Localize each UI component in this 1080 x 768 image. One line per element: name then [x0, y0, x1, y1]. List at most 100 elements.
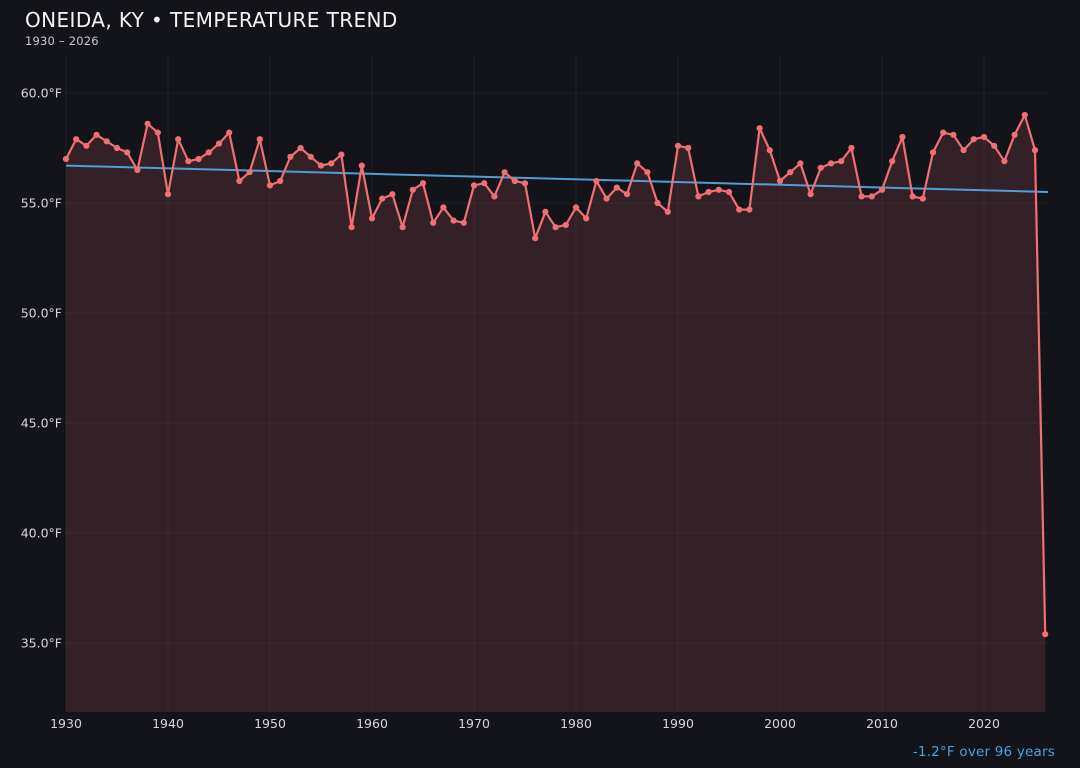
data-point: [552, 224, 559, 231]
data-point: [807, 191, 814, 198]
data-point: [175, 136, 182, 143]
data-point: [756, 125, 763, 132]
data-point: [205, 149, 212, 156]
chart-subtitle: 1930 – 2026: [25, 34, 99, 48]
data-point: [848, 144, 855, 152]
chart-header: ONEIDA, KY • TEMPERATURE TREND 1930 – 20…: [25, 8, 398, 48]
data-point: [664, 208, 671, 215]
data-point: [960, 147, 967, 154]
x-tick-label: 2000: [764, 716, 796, 731]
data-point: [338, 151, 345, 158]
y-tick-label: 35.0°F: [21, 636, 62, 651]
data-point: [562, 221, 569, 229]
data-point: [460, 219, 467, 226]
data-point: [623, 191, 631, 198]
y-tick-label: 45.0°F: [21, 416, 62, 431]
data-point: [501, 169, 508, 176]
data-point: [134, 166, 141, 174]
x-tick-label: 1980: [560, 716, 592, 731]
data-point: [817, 164, 824, 171]
data-point: [236, 177, 243, 185]
data-point: [470, 182, 478, 189]
data-point: [246, 169, 253, 176]
data-point: [644, 169, 651, 176]
data-point: [991, 142, 998, 149]
data-point: [838, 158, 845, 165]
data-point: [511, 177, 518, 185]
data-point: [103, 138, 110, 145]
data-point: [307, 153, 314, 160]
data-point: [287, 153, 294, 160]
data-point: [746, 206, 753, 213]
data-point: [766, 147, 773, 154]
data-point: [909, 193, 916, 200]
area-fill: [66, 115, 1046, 712]
data-point: [654, 199, 661, 207]
data-point: [787, 169, 794, 176]
y-tick-label: 40.0°F: [21, 526, 62, 541]
data-point: [256, 136, 263, 143]
data-point: [154, 129, 161, 136]
x-tick-label: 1940: [152, 716, 184, 731]
data-point-markers: [62, 111, 1049, 638]
data-point: [797, 160, 804, 167]
data-point: [542, 208, 549, 215]
linear-trend-line: [65, 164, 1049, 193]
x-tick-label: 1990: [662, 716, 694, 731]
data-point: [970, 136, 977, 143]
y-tick-label: 55.0°F: [21, 196, 62, 211]
data-point: [317, 162, 325, 169]
data-point: [389, 191, 396, 198]
data-point: [868, 193, 875, 200]
data-point: [83, 142, 90, 149]
data-point: [827, 160, 835, 167]
data-point: [583, 215, 590, 222]
data-point: [277, 177, 284, 185]
data-point: [164, 191, 172, 198]
data-point: [532, 235, 539, 242]
data-point: [113, 144, 121, 152]
data-point: [481, 180, 488, 187]
data-point: [715, 186, 722, 193]
x-tick-label: 2010: [866, 716, 898, 731]
chart-title: ONEIDA, KY • TEMPERATURE TREND: [25, 8, 398, 32]
data-point: [776, 177, 784, 185]
y-tick-label: 60.0°F: [21, 86, 62, 101]
data-point: [195, 155, 202, 163]
x-tick-label: 1970: [458, 716, 490, 731]
data-point: [1031, 147, 1039, 154]
data-point: [297, 144, 304, 152]
x-tick-label: 1930: [50, 716, 82, 731]
data-point: [613, 184, 620, 191]
data-point: [368, 215, 376, 222]
data-point: [144, 120, 151, 127]
data-point: [593, 177, 600, 185]
data-point: [919, 195, 926, 202]
data-point: [215, 140, 223, 147]
x-axis-tick-labels: 1930 1940 1950 1960 1970 1980 1990 2000 2010 2020: [50, 716, 1000, 731]
data-point: [521, 180, 529, 187]
x-tick-label: 2020: [968, 716, 1000, 731]
data-point: [725, 188, 733, 196]
data-point: [348, 224, 355, 231]
data-point: [409, 186, 416, 193]
data-point: [419, 180, 427, 187]
data-point: [858, 193, 865, 200]
data-point: [685, 144, 692, 152]
trend-line: [65, 164, 1049, 193]
x-tick-label: 1960: [356, 716, 388, 731]
data-point: [430, 219, 437, 226]
data-point: [736, 206, 743, 213]
data-point: [950, 131, 957, 138]
data-point: [185, 158, 192, 165]
y-axis-tick-labels: 60.0°F 55.0°F 50.0°F 45.0°F 40.0°F 35.0°F: [21, 86, 62, 651]
data-point: [674, 142, 682, 149]
data-point: [695, 193, 702, 200]
data-point: [266, 182, 274, 189]
data-point: [1011, 131, 1018, 138]
data-point: [124, 149, 131, 156]
data-point: [1001, 158, 1008, 165]
trend-summary-note: -1.2°F over 96 years: [912, 744, 1055, 760]
data-point: [1042, 631, 1049, 638]
